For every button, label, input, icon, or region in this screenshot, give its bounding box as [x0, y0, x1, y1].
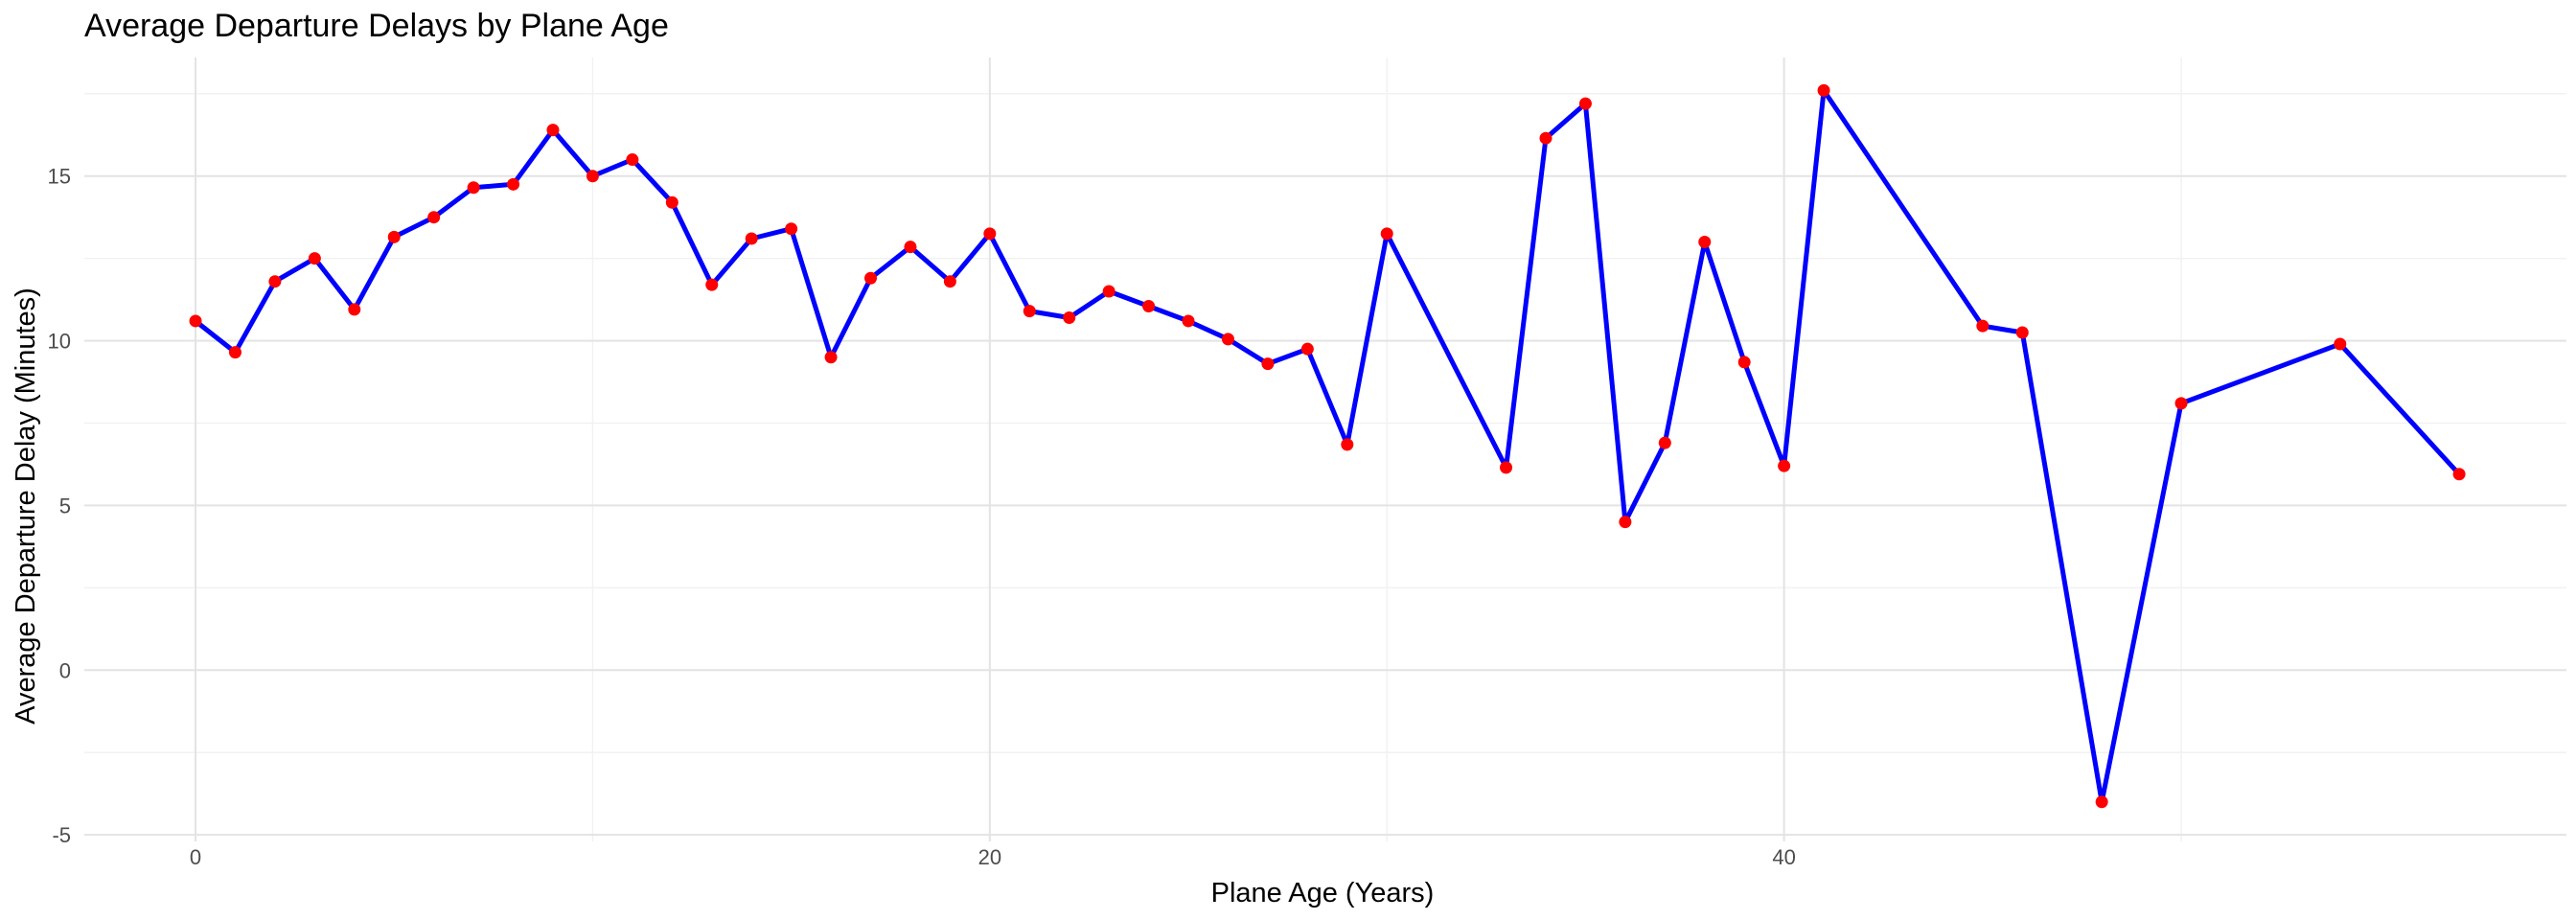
data-point: [228, 346, 242, 359]
data-point: [268, 275, 282, 288]
data-point: [1341, 438, 1354, 451]
data-point: [1261, 357, 1275, 371]
data-point: [348, 303, 361, 316]
grid: [84, 58, 2566, 841]
data-point: [705, 278, 719, 291]
data-point: [745, 232, 758, 245]
data-point: [467, 181, 480, 195]
y-tick-label: 0: [59, 658, 71, 682]
data-point: [1063, 311, 1076, 325]
x-tick-label: 40: [1772, 845, 1795, 869]
data-point: [1102, 285, 1116, 298]
data-point: [1300, 342, 1314, 356]
y-tick-label: -5: [52, 823, 71, 847]
data-point: [1500, 461, 1513, 474]
data-point: [1182, 314, 1195, 328]
data-point: [189, 314, 202, 328]
x-axis-ticks: 0 20 40: [190, 845, 1796, 869]
y-tick-label: 10: [48, 330, 71, 354]
data-point: [904, 241, 917, 254]
y-tick-label: 5: [59, 494, 71, 518]
data-point: [665, 196, 678, 209]
data-point: [1817, 83, 1830, 97]
data-point: [1698, 235, 1712, 248]
data-point: [1737, 356, 1751, 369]
y-axis-title: Average Departure Delay (Minutes): [11, 288, 41, 724]
x-tick-label: 20: [978, 845, 1001, 869]
data-point: [387, 230, 401, 243]
data-point: [1380, 227, 1393, 241]
data-point: [546, 124, 560, 137]
data-point: [1023, 305, 1036, 318]
data-point: [824, 351, 838, 364]
data-point: [1221, 333, 1234, 346]
data-point: [2095, 795, 2108, 809]
chart-title: Average Departure Delays by Plane Age: [84, 8, 669, 44]
data-point: [507, 177, 520, 191]
data-point: [2452, 468, 2466, 481]
data-point: [586, 170, 599, 183]
x-tick-label: 0: [190, 845, 201, 869]
data-point: [1976, 319, 1990, 333]
data-point: [308, 252, 321, 265]
data-point: [1578, 97, 1592, 110]
data-point: [983, 227, 997, 241]
data-point: [2174, 397, 2188, 410]
data-point: [1658, 436, 1671, 449]
data-point: [427, 211, 441, 224]
series-line: [193, 87, 2462, 805]
y-tick-label: 15: [48, 165, 71, 189]
data-point: [1142, 299, 1156, 312]
data-point: [1778, 459, 1791, 472]
data-point: [2015, 326, 2029, 339]
data-point: [2334, 337, 2347, 351]
data-point: [626, 153, 639, 167]
series-avg-departure-delay: [189, 83, 2466, 809]
data-point: [864, 271, 878, 285]
data-point: [1539, 131, 1552, 145]
y-axis-ticks: -5 0 5 10 15: [48, 165, 71, 847]
x-axis-title: Plane Age (Years): [1211, 878, 1435, 908]
data-point: [943, 275, 956, 288]
data-point: [785, 222, 798, 236]
data-point: [1619, 516, 1632, 529]
